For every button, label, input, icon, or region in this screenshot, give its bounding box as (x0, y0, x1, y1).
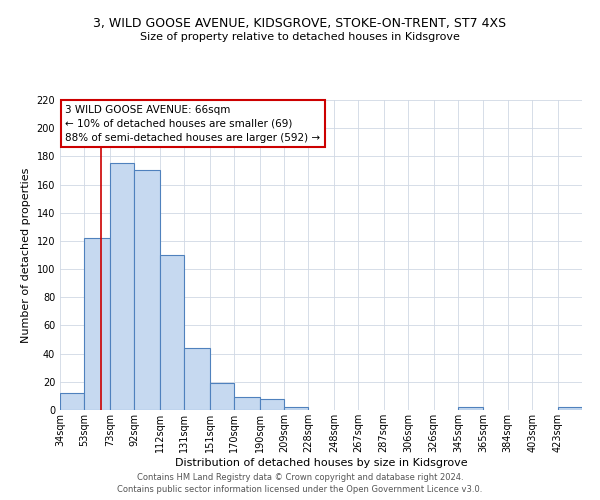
Bar (458, 407, 484, 410)
Y-axis label: Number of detached properties: Number of detached properties (21, 168, 31, 342)
Text: 3 WILD GOOSE AVENUE: 66sqm
← 10% of detached houses are smaller (69)
88% of semi: 3 WILD GOOSE AVENUE: 66sqm ← 10% of deta… (65, 104, 320, 142)
Bar (160, 255, 184, 410)
Bar (557, 407, 582, 410)
Bar (209, 383, 234, 410)
Text: Contains HM Land Registry data © Crown copyright and database right 2024.: Contains HM Land Registry data © Crown c… (137, 473, 463, 482)
Text: Contains public sector information licensed under the Open Government Licence v3: Contains public sector information licen… (118, 484, 482, 494)
Text: Size of property relative to detached houses in Kidsgrove: Size of property relative to detached ho… (140, 32, 460, 42)
Bar (110, 164, 134, 410)
Bar (134, 170, 160, 410)
X-axis label: Distribution of detached houses by size in Kidsgrove: Distribution of detached houses by size … (175, 458, 467, 468)
Bar (184, 348, 209, 410)
Bar (284, 407, 308, 410)
Bar (234, 398, 260, 410)
Text: 3, WILD GOOSE AVENUE, KIDSGROVE, STOKE-ON-TRENT, ST7 4XS: 3, WILD GOOSE AVENUE, KIDSGROVE, STOKE-O… (94, 18, 506, 30)
Bar (260, 398, 284, 410)
Bar (60, 393, 85, 410)
Bar (85, 238, 110, 410)
